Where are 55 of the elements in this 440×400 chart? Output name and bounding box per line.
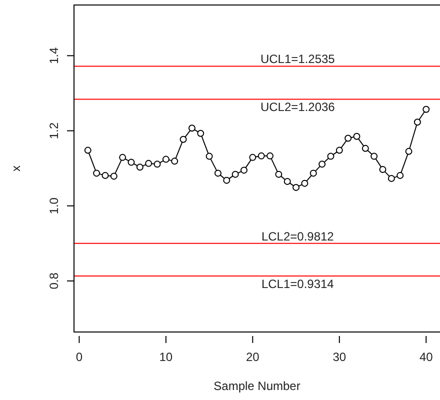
annotation: UCL1=1.2535 [260,52,336,66]
point [405,148,412,155]
point [284,178,291,185]
point [214,170,222,177]
point [353,132,360,140]
point [102,172,109,179]
point [128,158,135,166]
y-tick-label: 1.2 [47,122,61,140]
point [145,160,152,167]
point [180,136,187,143]
point [93,170,100,177]
annotation: LCL2=0.9812 [261,229,334,244]
point [362,144,369,152]
point [188,124,196,132]
point [310,170,317,177]
point [388,174,395,182]
point [422,106,430,113]
point [370,152,378,160]
y-axis-title: x [9,166,23,172]
x-axis-title: Sample Number [214,379,300,393]
y-tick-label: 1.0 [47,197,61,214]
point [336,146,343,154]
point [414,118,421,126]
point [379,166,386,173]
x-tick-label: 20 [246,350,260,364]
point [258,152,265,160]
point [301,180,308,187]
point [327,152,334,160]
point [344,134,352,142]
y-tick-label: 0.8 [47,272,61,290]
point [266,152,274,160]
point [136,164,144,171]
x-tick-label: 10 [159,350,173,364]
point [84,146,92,154]
point [292,184,300,191]
point [197,130,204,137]
annotation: UCL2=1.2036 [260,100,336,114]
point [275,170,282,178]
x-tick-label: 30 [332,350,346,364]
point [154,160,161,168]
point [171,158,178,165]
point [240,166,248,174]
point [119,154,126,161]
x-tick-label: 40 [419,350,434,364]
point [110,172,118,180]
point [396,172,404,179]
point [249,154,256,161]
point [162,156,170,163]
point [206,152,213,160]
point [318,160,326,168]
point [223,176,230,184]
point [232,170,239,178]
x-tick-label: 0 [76,350,83,364]
y-tick-label: 1.4 [47,47,61,64]
annotation: LCL1=0.9314 [261,277,334,292]
